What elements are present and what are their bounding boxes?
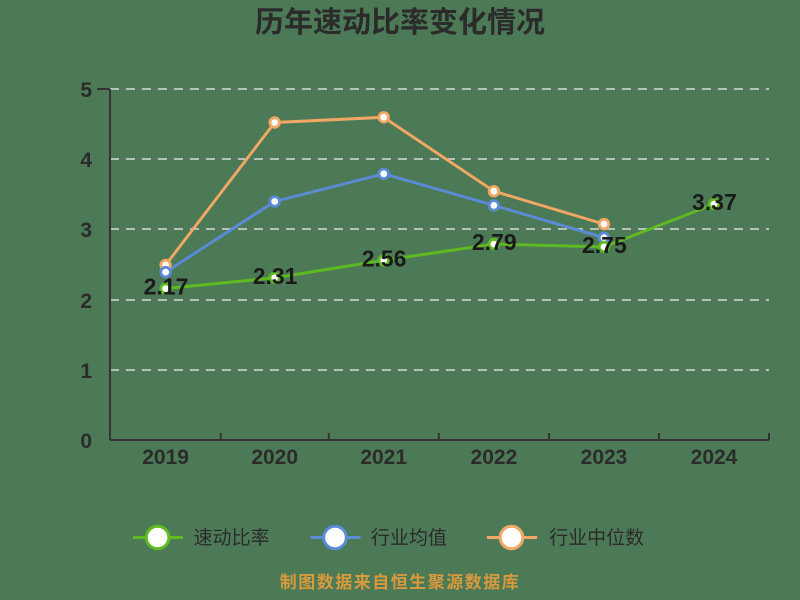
svg-text:3: 3 — [80, 219, 92, 242]
svg-text:速动比率: 速动比率 — [194, 523, 270, 550]
svg-text:2.56: 2.56 — [362, 245, 407, 271]
svg-text:行业中位数: 行业中位数 — [549, 523, 644, 550]
svg-text:4: 4 — [80, 149, 92, 172]
svg-text:5: 5 — [80, 79, 92, 102]
svg-text:2024: 2024 — [691, 446, 738, 469]
svg-text:0: 0 — [80, 430, 92, 453]
svg-text:2019: 2019 — [142, 446, 189, 469]
svg-text:2: 2 — [80, 290, 92, 313]
svg-text:2.75: 2.75 — [582, 232, 627, 258]
svg-text:2022: 2022 — [471, 446, 518, 469]
svg-text:2023: 2023 — [581, 446, 628, 469]
svg-text:2.17: 2.17 — [144, 274, 189, 300]
svg-text:3.37: 3.37 — [692, 189, 737, 215]
svg-text:历年速动比率变化情况: 历年速动比率变化情况 — [255, 0, 545, 41]
svg-text:2020: 2020 — [251, 446, 298, 469]
svg-text:行业均值: 行业均值 — [371, 523, 447, 550]
svg-text:1: 1 — [80, 360, 92, 383]
svg-text:2.79: 2.79 — [472, 229, 517, 255]
svg-text:2.31: 2.31 — [253, 263, 298, 289]
svg-text:2021: 2021 — [360, 446, 407, 469]
svg-text:制图数据来自恒生聚源数据库: 制图数据来自恒生聚源数据库 — [280, 568, 521, 593]
